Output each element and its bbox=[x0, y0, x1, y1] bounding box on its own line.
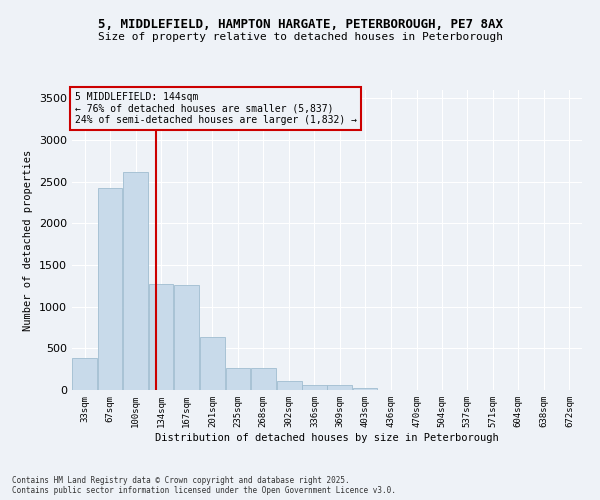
Text: Size of property relative to detached houses in Peterborough: Size of property relative to detached ho… bbox=[97, 32, 503, 42]
Text: 5 MIDDLEFIELD: 144sqm
← 76% of detached houses are smaller (5,837)
24% of semi-d: 5 MIDDLEFIELD: 144sqm ← 76% of detached … bbox=[74, 92, 356, 124]
Bar bbox=[174, 285, 199, 390]
Bar bbox=[328, 386, 352, 390]
Bar bbox=[149, 284, 173, 390]
Bar bbox=[73, 358, 97, 390]
X-axis label: Distribution of detached houses by size in Peterborough: Distribution of detached houses by size … bbox=[155, 432, 499, 442]
Bar bbox=[302, 385, 326, 390]
Text: 5, MIDDLEFIELD, HAMPTON HARGATE, PETERBOROUGH, PE7 8AX: 5, MIDDLEFIELD, HAMPTON HARGATE, PETERBO… bbox=[97, 18, 503, 30]
Bar bbox=[200, 337, 225, 390]
Bar bbox=[123, 172, 148, 390]
Bar bbox=[98, 188, 122, 390]
Bar bbox=[353, 388, 377, 390]
Bar bbox=[251, 368, 276, 390]
Bar bbox=[277, 381, 302, 390]
Bar bbox=[226, 368, 250, 390]
Y-axis label: Number of detached properties: Number of detached properties bbox=[23, 150, 34, 330]
Text: Contains HM Land Registry data © Crown copyright and database right 2025.
Contai: Contains HM Land Registry data © Crown c… bbox=[12, 476, 396, 495]
